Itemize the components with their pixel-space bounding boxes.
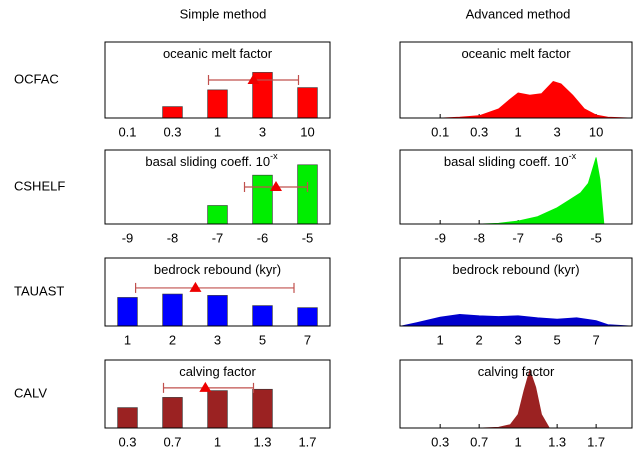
x-tick-label: 0.1 [431, 124, 449, 139]
x-tick-label: 5 [259, 332, 266, 347]
density-area [401, 313, 632, 327]
x-tick-label: 0.3 [118, 434, 136, 449]
bar [252, 174, 273, 225]
x-tick-label: 2 [476, 332, 483, 347]
panel-frame [399, 359, 633, 429]
x-tick-label: 1.7 [298, 434, 316, 449]
x-tick-label: 0.3 [163, 124, 181, 139]
panel-title: oceanic melt factor [163, 46, 273, 61]
bar [207, 390, 228, 429]
panel-title-text: basal sliding coeff. 10 [444, 154, 569, 169]
mean-marker [247, 74, 260, 84]
panel-frame [104, 149, 331, 225]
x-tick-label: -6 [551, 230, 563, 245]
x-tick-label: 0.3 [431, 434, 449, 449]
panel-title: calving factor [478, 364, 555, 379]
panel-title-text: oceanic melt factor [461, 46, 571, 61]
x-tick-label: 3 [214, 332, 221, 347]
x-tick-label: 3 [259, 124, 266, 139]
x-tick-label: 1.3 [253, 434, 271, 449]
panel-title-text: oceanic melt factor [163, 46, 273, 61]
bar [252, 388, 273, 429]
bar [297, 87, 318, 119]
bar [162, 106, 183, 119]
x-tick-label: 1 [214, 434, 221, 449]
column-title: Simple method [180, 6, 267, 21]
bar [207, 205, 228, 225]
x-tick-label: 0.7 [470, 434, 488, 449]
row-label: TAUAST [14, 283, 64, 298]
x-tick-label: 1 [515, 434, 522, 449]
x-tick-label: 7 [304, 332, 311, 347]
mean-marker [270, 181, 282, 191]
x-tick-label: 3 [554, 124, 561, 139]
row-label: CALV [14, 385, 47, 400]
x-tick-label: 1 [515, 124, 522, 139]
panel-frame [104, 41, 331, 119]
panel-title-text: basal sliding coeff. 10 [145, 154, 270, 169]
bar [117, 407, 138, 429]
panel-title: oceanic melt factor [461, 46, 571, 61]
panel-frame [104, 257, 331, 327]
x-tick-label: -9 [434, 230, 446, 245]
panel-title: basal sliding coeff. 10-x [444, 151, 577, 169]
bar [117, 297, 138, 327]
panel-title: calving factor [179, 364, 256, 379]
x-tick-label: 1 [437, 332, 444, 347]
x-tick-label: -5 [590, 230, 602, 245]
x-tick-label: 5 [554, 332, 561, 347]
panel-frame [399, 149, 633, 225]
panel-title-text: bedrock rebound (kyr) [452, 262, 579, 277]
mean-marker [199, 381, 212, 392]
panel-title-sup: -x [270, 151, 278, 161]
bar [207, 295, 228, 327]
panel-title-text: calving factor [179, 364, 256, 379]
x-tick-label: 1.3 [548, 434, 566, 449]
panel-frame [104, 359, 331, 429]
density-area [401, 81, 632, 119]
row-label: OCFAC [14, 71, 59, 86]
panel-title: bedrock rebound (kyr) [452, 262, 579, 277]
bar [207, 89, 228, 119]
panel-frame [399, 257, 633, 327]
x-tick-label: -7 [212, 230, 224, 245]
mean-marker [189, 281, 202, 292]
panel-frame [399, 41, 633, 119]
panel-title-text: calving factor [478, 364, 555, 379]
x-tick-label: 0.3 [470, 124, 488, 139]
x-tick-label: -6 [257, 230, 269, 245]
x-tick-label: -8 [167, 230, 179, 245]
bar [252, 305, 273, 327]
x-tick-label: -7 [512, 230, 524, 245]
panel-title-sup: -x [569, 151, 577, 161]
panel-title: basal sliding coeff. 10-x [145, 151, 278, 169]
x-tick-label: -5 [302, 230, 314, 245]
x-tick-label: 1 [124, 332, 131, 347]
panel-title-text: bedrock rebound (kyr) [154, 262, 281, 277]
bar [162, 397, 183, 429]
x-tick-label: 1 [214, 124, 221, 139]
bar [297, 307, 318, 327]
row-label: CSHELF [14, 178, 65, 193]
x-tick-label: 0.1 [118, 124, 136, 139]
bar [297, 164, 318, 225]
x-tick-label: -8 [473, 230, 485, 245]
x-tick-label: -9 [122, 230, 134, 245]
panel-title: bedrock rebound (kyr) [154, 262, 281, 277]
x-tick-label: 10 [589, 124, 603, 139]
x-tick-label: 1.7 [587, 434, 605, 449]
x-tick-label: 2 [169, 332, 176, 347]
x-tick-label: 7 [593, 332, 600, 347]
x-tick-label: 3 [515, 332, 522, 347]
x-tick-label: 0.7 [163, 434, 181, 449]
x-tick-label: 10 [300, 124, 314, 139]
bar [162, 293, 183, 327]
column-title: Advanced method [466, 6, 571, 21]
